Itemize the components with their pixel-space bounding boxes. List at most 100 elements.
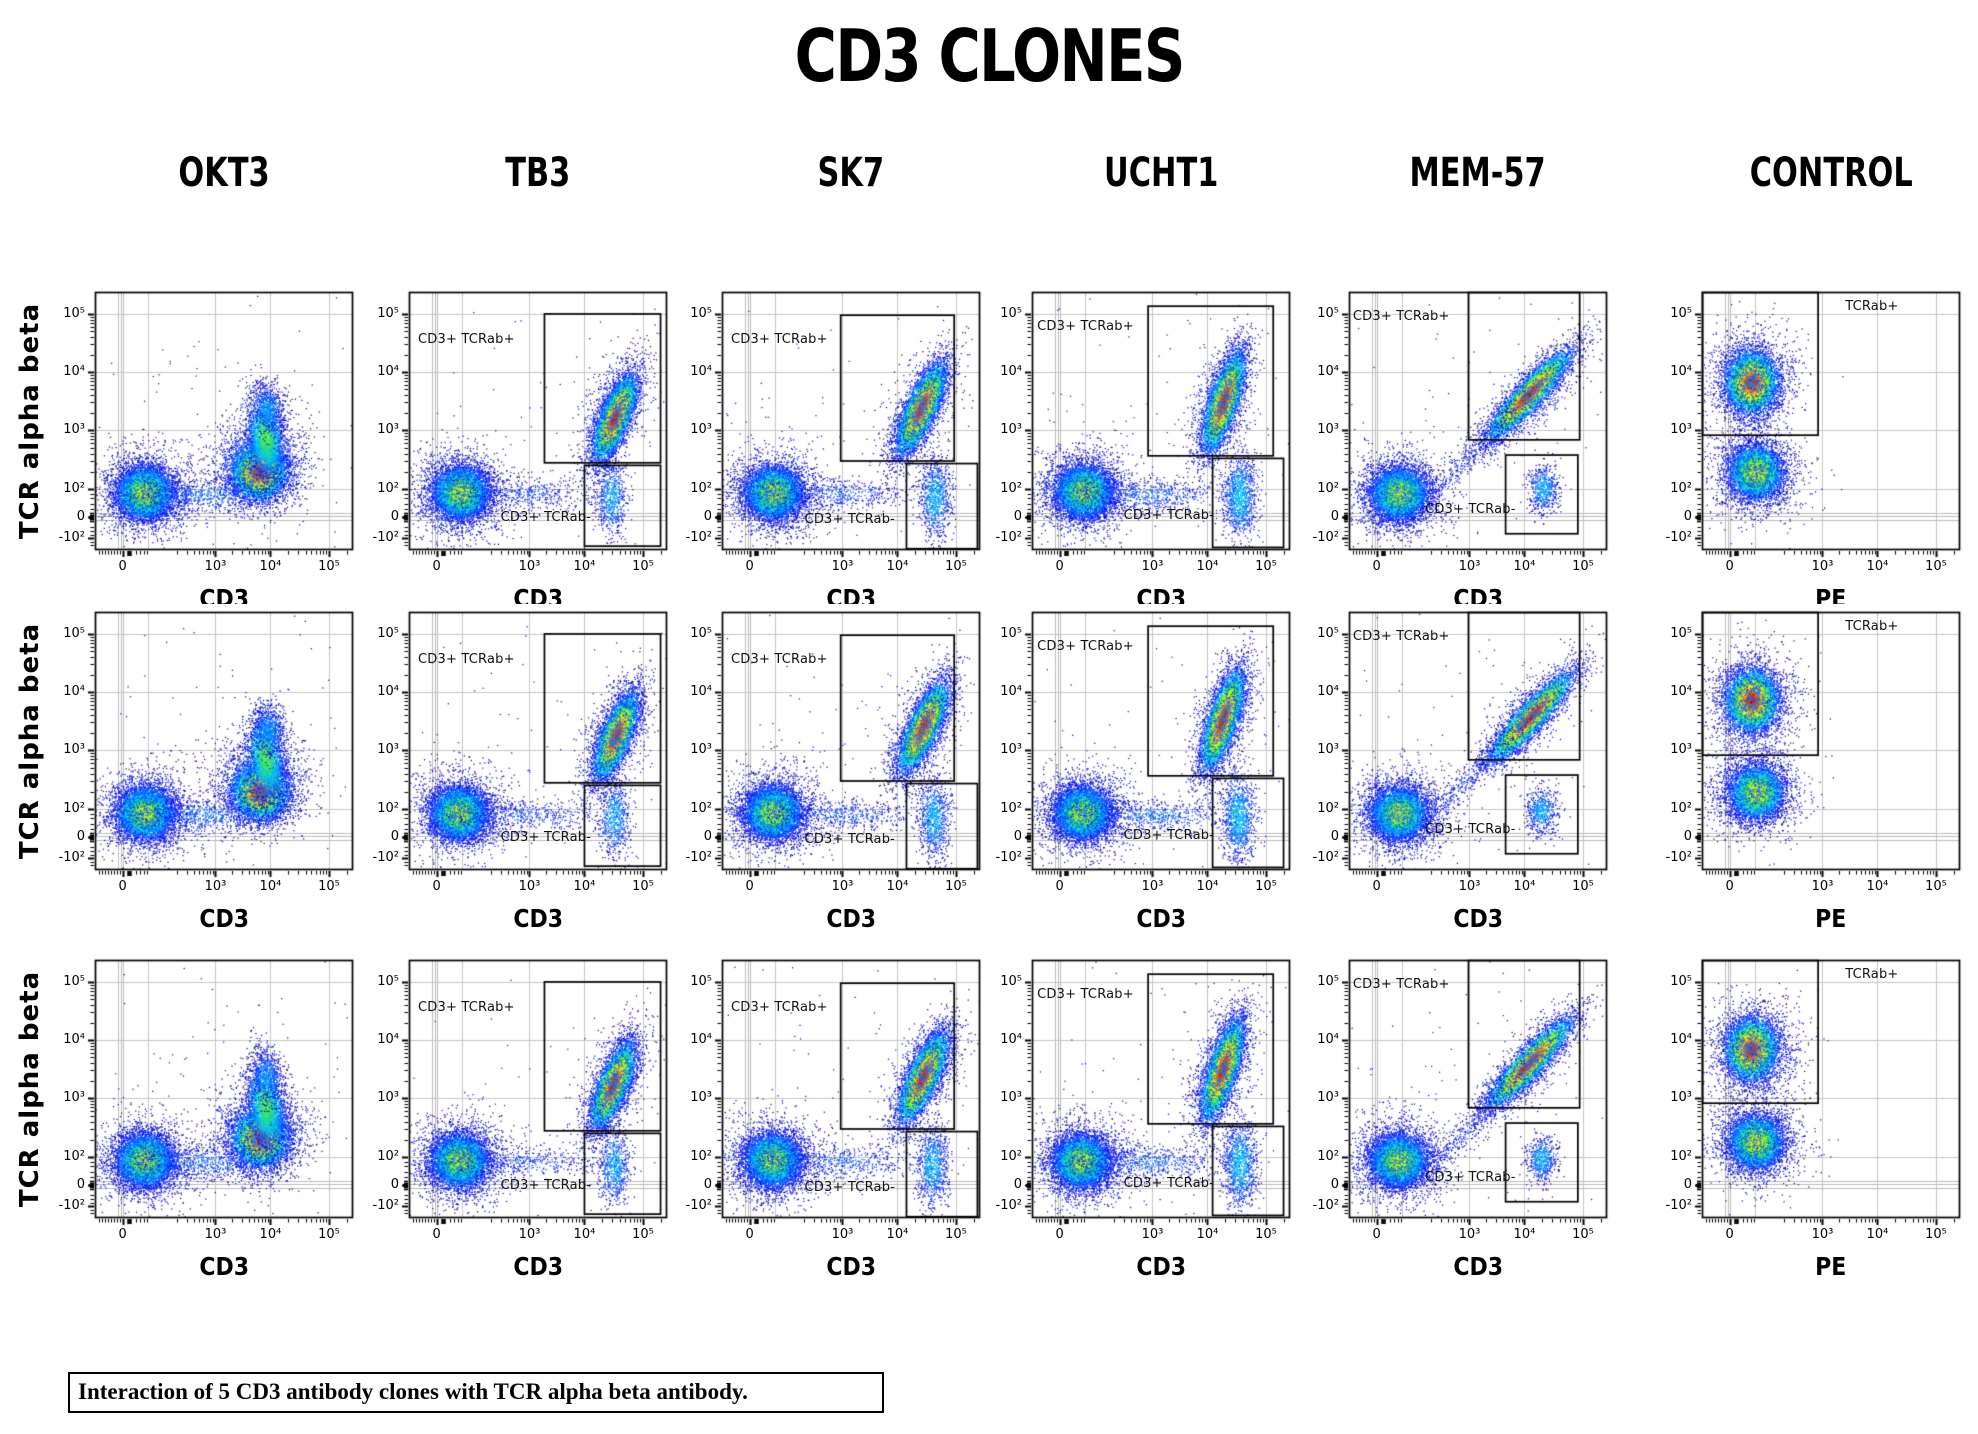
y-tick-label: 10² [1000, 801, 1022, 817]
y-tick-label: 0 [1683, 508, 1692, 524]
gate-label: CD3+ TCRab+ [1352, 628, 1450, 644]
x-tick-label: 10³ [204, 879, 227, 894]
plot-canvas-control-row3 [1688, 952, 1974, 1250]
x-tick-label: 10³ [1458, 879, 1481, 894]
y-tick-label: 10² [377, 801, 399, 817]
flow-plot-mem-57-row1: 10⁵ 10⁴ 10³ 10² 0 -10² 0 10³ 10⁴ 10⁵ CD3 CD3+ TCRab… [1313, 284, 1621, 642]
column-header-text: OKT3 [178, 150, 270, 196]
y-tick-label: -10² [1665, 850, 1692, 866]
y-tick-label: 10³ [1317, 422, 1339, 438]
y-tick-label: 0 [1013, 508, 1022, 524]
x-axis-title-text: CD3 [1453, 904, 1503, 933]
gate-label: CD3+ TCRab+ [1352, 976, 1450, 992]
x-tick-label: 10³ [831, 1227, 854, 1242]
gate-label: CD3+ TCRab+ [731, 331, 828, 347]
y-tick-label: 10³ [63, 742, 85, 758]
x-tick-label: 10⁴ [1866, 559, 1889, 574]
y-tick-label: 0 [390, 508, 399, 524]
y-tick-label: 0 [390, 1176, 399, 1192]
y-tick-label: 10⁵ [1317, 305, 1339, 321]
y-tick-label: 10² [690, 481, 712, 497]
column-header-text: CONTROL [1749, 150, 1913, 196]
y-tick-label: 10⁴ [377, 1031, 399, 1047]
y-tick-label: 0 [1013, 828, 1022, 844]
y-tick-label: 10³ [1317, 1090, 1339, 1106]
x-axis-title-control-row2: PE [1702, 904, 1960, 933]
x-tick-label: 10⁵ [318, 559, 340, 574]
x-axis-title-mem-57-row3: CD3 [1349, 1252, 1607, 1281]
x-axis-title-text: CD3 [513, 904, 563, 933]
x-axis-title-tb3-row3: CD3 [409, 1252, 667, 1281]
flow-plot-control-row2: 10⁵ 10⁴ 10³ 10² 0 -10² 0 10³ 10⁴ 10⁵ PE TCRab+ [1666, 604, 1974, 962]
y-tick-label: -10² [1312, 850, 1339, 866]
x-tick-label: 10⁵ [632, 1227, 654, 1242]
y-tick-label: 10⁵ [1000, 625, 1022, 641]
y-tick-label: 0 [390, 828, 399, 844]
x-tick-label: 10⁵ [945, 1227, 967, 1242]
y-tick-label: 10⁴ [1317, 363, 1339, 379]
y-tick-label: 10³ [690, 422, 712, 438]
y-tick-label: 10² [1317, 481, 1339, 497]
gate-label: CD3+ TCRab- [804, 832, 896, 848]
column-header-text: UCHT1 [1103, 150, 1219, 196]
x-tick-label: 0 [1372, 879, 1381, 894]
column-header-tb3: TB3 [408, 150, 668, 196]
y-tick-label: 0 [1330, 828, 1339, 844]
x-tick-label: 10⁵ [318, 1227, 340, 1242]
column-header-ucht1: UCHT1 [1031, 150, 1291, 196]
y-tick-label: 10⁴ [377, 683, 399, 699]
y-tick-label: 10³ [1670, 1090, 1692, 1106]
x-tick-label: 10⁴ [573, 879, 596, 894]
y-tick-label: 10² [63, 481, 85, 497]
flow-plot-okt3-row1: 10⁵ 10⁴ 10³ 10² 0 -10² 0 10³ 10⁴ 10⁵ CD3 [59, 284, 367, 642]
gate-label: CD3+ TCRab- [500, 509, 592, 525]
x-axis-title-text: CD3 [199, 1252, 249, 1281]
x-axis-title-okt3-row3: CD3 [95, 1252, 353, 1281]
column-header-text: SK7 [817, 150, 885, 196]
x-tick-label: 0 [1372, 1227, 1381, 1242]
plot-canvas-ucht1-row2 [1018, 604, 1304, 902]
gate-label: CD3+ TCRab+ [1352, 308, 1450, 324]
y-tick-label: -10² [372, 850, 399, 866]
plot-canvas-ucht1-row1 [1018, 284, 1304, 582]
x-tick-label: 10³ [831, 879, 854, 894]
y-tick-label: -10² [1665, 530, 1692, 546]
y-tick-label: -10² [1312, 1198, 1339, 1214]
figure-caption: Interaction of 5 CD3 antibody clones wit… [68, 1372, 884, 1413]
gate-label: CD3+ TCRab+ [418, 331, 515, 347]
x-tick-label: 10³ [204, 559, 227, 574]
y-tick-label: 10⁴ [1000, 683, 1022, 699]
y-tick-label: 0 [1683, 1176, 1692, 1192]
gate-label: CD3+ TCRab+ [1037, 638, 1134, 654]
y-tick-label: 10³ [1670, 422, 1692, 438]
y-tick-label: 10⁵ [1000, 973, 1022, 989]
y-tick-label: 10² [1000, 481, 1022, 497]
x-tick-label: 10⁴ [1866, 1227, 1889, 1242]
gate-label: TCRab+ [1845, 299, 1899, 315]
plot-canvas-tb3-row1 [395, 284, 681, 582]
y-tick-label: 10³ [690, 1090, 712, 1106]
x-axis-title-text: CD3 [826, 1252, 876, 1281]
x-axis-title-text: CD3 [826, 904, 876, 933]
x-tick-label: 10⁵ [945, 879, 967, 894]
gate-label: CD3+ TCRab- [500, 829, 592, 845]
y-tick-label: 10⁴ [690, 363, 712, 379]
y-tick-label: 10⁵ [377, 625, 399, 641]
x-tick-label: 0 [1055, 1227, 1064, 1242]
x-tick-label: 10⁵ [1925, 559, 1947, 574]
x-tick-label: 10³ [1811, 559, 1834, 574]
x-tick-label: 10³ [1458, 1227, 1481, 1242]
plot-canvas-control-row2 [1688, 604, 1974, 902]
flow-plot-sk7-row3: 10⁵ 10⁴ 10³ 10² 0 -10² 0 10³ 10⁴ 10⁵ CD3 CD3+ TCRab… [686, 952, 994, 1310]
x-tick-label: 10⁴ [573, 559, 596, 574]
y-tick-label: -10² [58, 530, 85, 546]
x-tick-label: 0 [1725, 879, 1734, 894]
column-header-text: MEM-57 [1409, 150, 1547, 196]
y-tick-label: 10² [377, 481, 399, 497]
x-tick-label: 10³ [1141, 879, 1164, 894]
y-tick-label: 10² [63, 801, 85, 817]
y-tick-label: 10⁴ [690, 683, 712, 699]
x-axis-title-text: CD3 [199, 904, 249, 933]
gate-label: CD3+ TCRab- [500, 1177, 592, 1193]
